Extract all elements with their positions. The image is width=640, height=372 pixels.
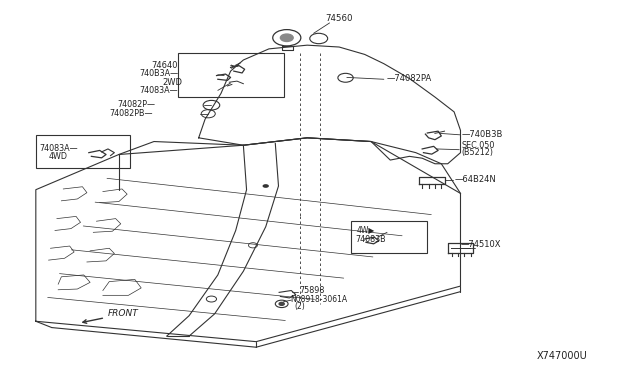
Text: 74083A—: 74083A—: [39, 144, 77, 153]
Text: N08918-3061A: N08918-3061A: [290, 295, 347, 304]
Bar: [178, 52, 284, 97]
Text: —64B24N: —64B24N: [454, 175, 496, 184]
Text: 4W▶: 4W▶: [357, 225, 375, 234]
Text: 740B3A—: 740B3A—: [139, 69, 178, 78]
Text: FRONT: FRONT: [83, 310, 139, 323]
Circle shape: [279, 302, 284, 305]
Text: 75898: 75898: [300, 286, 325, 295]
Circle shape: [280, 34, 293, 41]
Text: 4WD: 4WD: [49, 152, 68, 161]
Circle shape: [262, 184, 269, 188]
Text: 74082PB—: 74082PB—: [109, 109, 153, 118]
Text: (B5212): (B5212): [462, 148, 494, 157]
Text: SEC.050: SEC.050: [462, 141, 495, 151]
Text: 74083B: 74083B: [355, 235, 386, 244]
Text: —740B3B: —740B3B: [462, 129, 503, 139]
Bar: [351, 221, 428, 253]
Text: —74510X: —74510X: [461, 240, 501, 249]
Text: 74560: 74560: [325, 14, 353, 23]
Text: (2): (2): [294, 302, 305, 311]
Text: —74082PA: —74082PA: [387, 74, 431, 83]
Text: 74083A—: 74083A—: [140, 86, 178, 95]
Text: 2WD: 2WD: [163, 78, 182, 87]
Text: 74082P—: 74082P—: [117, 100, 156, 109]
Bar: [36, 135, 131, 168]
Text: 74640: 74640: [152, 61, 178, 70]
Text: X747000U: X747000U: [537, 352, 588, 362]
